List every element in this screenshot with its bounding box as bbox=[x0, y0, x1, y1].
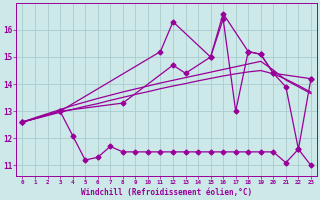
X-axis label: Windchill (Refroidissement éolien,°C): Windchill (Refroidissement éolien,°C) bbox=[81, 188, 252, 197]
